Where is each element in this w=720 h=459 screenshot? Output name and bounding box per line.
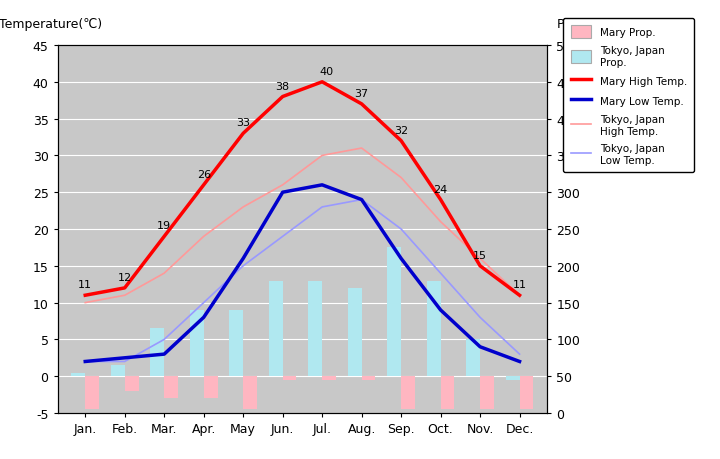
Bar [243, 376, 257, 409]
Text: 12: 12 [117, 272, 132, 282]
Bar [125, 376, 138, 391]
Bar [204, 376, 217, 398]
Bar [230, 310, 243, 376]
Text: 38: 38 [276, 81, 289, 91]
Text: Temperature(℃): Temperature(℃) [0, 18, 102, 31]
Text: 40: 40 [319, 67, 333, 77]
Bar [520, 376, 534, 409]
Bar [322, 376, 336, 380]
Text: 32: 32 [394, 125, 408, 135]
Bar [348, 288, 361, 376]
Bar [190, 310, 204, 376]
Bar [164, 376, 178, 398]
Bar [308, 281, 322, 376]
Text: 26: 26 [197, 169, 211, 179]
Bar [111, 365, 125, 376]
Bar [441, 376, 454, 409]
Bar [467, 340, 480, 376]
Text: Precipitation（mm）: Precipitation（mm） [557, 18, 675, 31]
Text: 24: 24 [433, 184, 448, 194]
Bar [387, 248, 401, 376]
Text: 19: 19 [157, 221, 171, 231]
Text: 11: 11 [513, 280, 526, 290]
Text: 37: 37 [354, 89, 369, 99]
Text: 33: 33 [236, 118, 250, 128]
Bar [505, 376, 520, 380]
Bar [401, 376, 415, 409]
Bar [427, 281, 441, 376]
Bar [480, 376, 494, 409]
Bar [71, 373, 85, 376]
Legend: Mary Prop., Tokyo, Japan
Prop., Mary High Temp., Mary Low Temp., Tokyo, Japan
Hi: Mary Prop., Tokyo, Japan Prop., Mary Hig… [563, 19, 694, 173]
Bar [269, 281, 283, 376]
Text: 15: 15 [473, 250, 487, 260]
Bar [361, 376, 375, 380]
Bar [283, 376, 297, 380]
Bar [150, 329, 164, 376]
Text: 11: 11 [78, 280, 92, 290]
Bar [85, 376, 99, 409]
